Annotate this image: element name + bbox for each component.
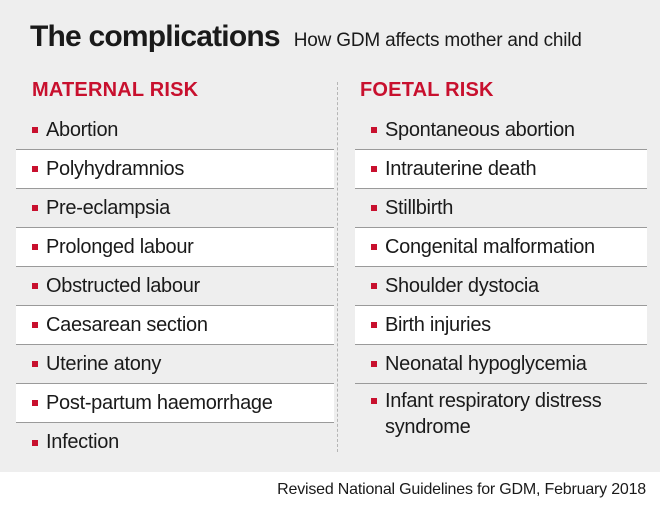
- list-item-label: Infection: [46, 431, 119, 453]
- list-item: Obstructed labour: [16, 267, 334, 306]
- list-item-label: Pre-eclampsia: [46, 196, 170, 219]
- column-divider: [337, 82, 338, 452]
- list-item-label: Intrauterine death: [385, 157, 537, 180]
- list-item: Prolonged labour: [16, 228, 334, 267]
- bullet-icon: [32, 361, 38, 367]
- list-item-label: Abortion: [46, 118, 119, 141]
- bullet-icon: [32, 127, 38, 133]
- list-item-label: Infant respiratory distress syndrome: [385, 390, 602, 438]
- list-item: Caesarean section: [16, 306, 334, 345]
- list-item: Polyhydramnios: [16, 150, 334, 189]
- list-item: Neonatal hypoglycemia: [355, 345, 647, 384]
- list-item-label: Stillbirth: [385, 196, 454, 219]
- infographic-panel: The complications How GDM affects mother…: [0, 0, 660, 472]
- list-item: Intrauterine death: [355, 150, 647, 189]
- foetal-risk-heading: FOETAL RISK: [360, 79, 494, 101]
- list-item: Birth injuries: [355, 306, 647, 345]
- bullet-icon: [32, 166, 38, 172]
- list-item: Infant respiratory distress syndrome: [355, 384, 647, 446]
- header: The complications How GDM affects mother…: [30, 20, 582, 54]
- bullet-icon: [371, 283, 377, 289]
- bullet-icon: [371, 166, 377, 172]
- list-item-label: Caesarean section: [46, 313, 208, 336]
- bullet-icon: [32, 244, 38, 250]
- bullet-icon: [371, 361, 377, 367]
- list-item: Post-partum haemorrhage: [16, 384, 334, 423]
- bullet-icon: [32, 400, 38, 406]
- maternal-risk-list: Abortion Polyhydramnios Pre-eclampsia Pr…: [16, 111, 334, 462]
- list-item: Spontaneous abortion: [355, 111, 647, 150]
- bullet-icon: [371, 205, 377, 211]
- list-item: Pre-eclampsia: [16, 189, 334, 228]
- bullet-icon: [32, 283, 38, 289]
- list-item-label: Post-partum haemorrhage: [46, 391, 273, 414]
- list-item-label: Prolonged labour: [46, 235, 194, 258]
- list-item: Abortion: [16, 111, 334, 150]
- list-item-label: Shoulder dystocia: [385, 274, 539, 297]
- list-item-label: Polyhydramnios: [46, 157, 185, 180]
- list-item-label: Uterine atony: [46, 352, 162, 375]
- list-item-label: Congenital malformation: [385, 235, 595, 258]
- bullet-icon: [371, 398, 377, 404]
- foetal-risk-list: Spontaneous abortion Intrauterine death …: [355, 111, 647, 446]
- list-item: Congenital malformation: [355, 228, 647, 267]
- list-item: Uterine atony: [16, 345, 334, 384]
- list-item: Stillbirth: [355, 189, 647, 228]
- bullet-icon: [32, 205, 38, 211]
- bullet-icon: [32, 322, 38, 328]
- list-item-label: Obstructed labour: [46, 274, 200, 297]
- bullet-icon: [371, 322, 377, 328]
- list-item-label: Neonatal hypoglycemia: [385, 352, 587, 375]
- list-item-label: Birth injuries: [385, 313, 491, 336]
- bullet-icon: [32, 439, 38, 446]
- source-credit: Revised National Guidelines for GDM, Feb…: [277, 481, 646, 498]
- list-item: Shoulder dystocia: [355, 267, 647, 306]
- page-subtitle: How GDM affects mother and child: [293, 30, 582, 51]
- bullet-icon: [371, 244, 377, 250]
- list-item: Infection: [16, 423, 334, 462]
- maternal-risk-heading: MATERNAL RISK: [32, 79, 199, 101]
- bullet-icon: [371, 127, 377, 133]
- page-title: The complications: [30, 20, 281, 53]
- list-item-label: Spontaneous abortion: [385, 118, 575, 141]
